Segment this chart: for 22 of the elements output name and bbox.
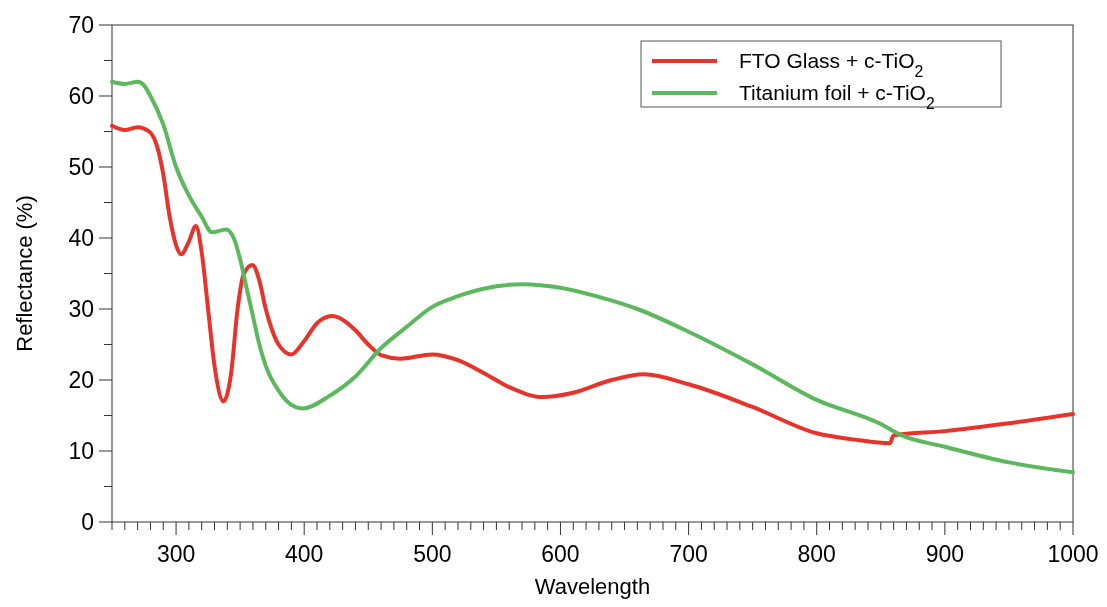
y-tick-label: 0: [81, 509, 94, 536]
x-tick-label: 300: [156, 541, 196, 567]
x-tick-label: 500: [413, 541, 452, 567]
x-tick-label: 600: [541, 541, 580, 567]
x-tick-label: 1000: [1047, 541, 1099, 567]
x-axis-title: Wavelength: [534, 574, 651, 599]
y-tick-label: 40: [68, 225, 94, 252]
line-series: [110, 123, 1075, 446]
x-tick-label: 700: [669, 541, 708, 567]
y-tick-label: 30: [68, 296, 94, 323]
y-axis-title: Reflectance (%): [12, 195, 37, 352]
x-tick-label: 800: [797, 541, 836, 567]
y-tick-label: 10: [68, 438, 94, 465]
legend-label: FTO Glass + c-TiO$_{2}$: [739, 49, 924, 80]
x-tick-label: 900: [925, 541, 965, 567]
y-tick-label: 50: [68, 154, 94, 181]
line-series: [110, 79, 1075, 475]
y-tick-label: 20: [68, 367, 94, 394]
y-tick-label: 70: [68, 12, 94, 39]
legend-label: Titanium foil + c-TiO$_{2}$: [739, 81, 935, 112]
x-tick-label: 400: [285, 541, 324, 567]
y-tick-label: 60: [68, 83, 94, 110]
